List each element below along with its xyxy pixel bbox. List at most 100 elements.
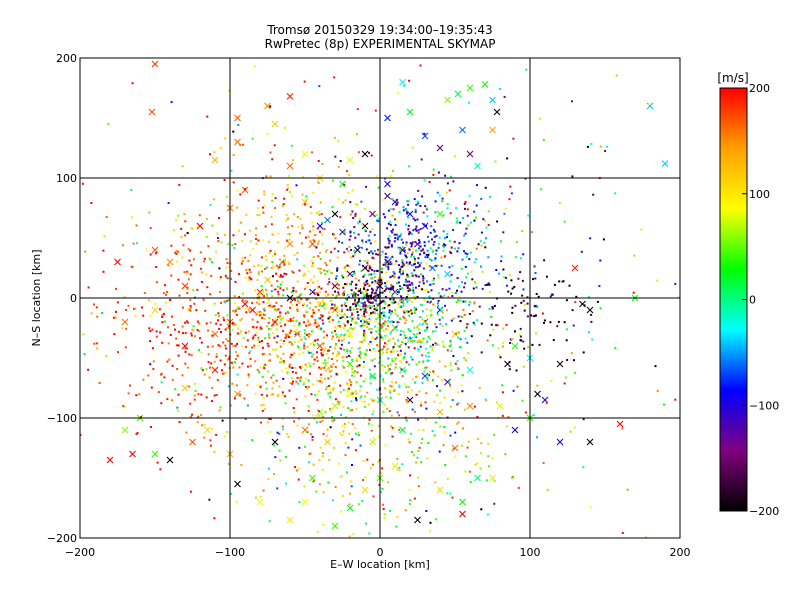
data-point bbox=[301, 224, 304, 227]
data-point bbox=[273, 144, 276, 147]
data-point bbox=[425, 510, 428, 512]
data-point bbox=[407, 346, 410, 349]
data-point bbox=[334, 290, 337, 293]
data-point bbox=[207, 361, 210, 363]
data-point bbox=[275, 328, 278, 331]
data-point bbox=[292, 289, 295, 292]
data-point bbox=[296, 252, 299, 254]
data-point bbox=[369, 319, 372, 322]
data-point bbox=[390, 331, 393, 333]
data-point bbox=[380, 327, 383, 329]
data-point bbox=[288, 389, 291, 392]
data-point bbox=[323, 269, 326, 272]
data-point bbox=[222, 316, 225, 319]
data-point bbox=[505, 323, 508, 326]
data-point bbox=[322, 322, 325, 325]
data-point bbox=[130, 216, 133, 219]
data-point bbox=[251, 137, 254, 140]
data-point bbox=[457, 247, 460, 250]
data-point bbox=[271, 275, 274, 278]
data-point bbox=[318, 213, 321, 216]
data-point bbox=[376, 219, 378, 222]
data-point bbox=[423, 244, 426, 247]
data-point bbox=[633, 254, 636, 257]
data-point bbox=[599, 259, 602, 262]
data-point bbox=[377, 333, 380, 336]
data-point bbox=[425, 308, 428, 311]
data-point bbox=[270, 267, 273, 269]
data-point bbox=[384, 315, 387, 318]
data-point bbox=[300, 338, 303, 341]
data-point bbox=[339, 216, 342, 219]
data-point bbox=[347, 382, 349, 385]
data-point bbox=[295, 320, 298, 323]
data-point bbox=[582, 466, 585, 469]
data-point bbox=[337, 324, 340, 327]
data-point bbox=[357, 222, 360, 225]
data-point bbox=[484, 284, 487, 287]
data-point bbox=[410, 300, 413, 303]
data-point bbox=[508, 368, 511, 371]
data-point bbox=[276, 241, 279, 244]
data-point bbox=[280, 262, 283, 265]
data-point bbox=[283, 246, 286, 249]
data-point bbox=[316, 360, 319, 362]
data-point bbox=[273, 307, 276, 309]
data-point bbox=[448, 287, 451, 290]
data-point bbox=[511, 306, 514, 309]
data-point bbox=[363, 336, 366, 339]
data-point bbox=[380, 399, 382, 402]
data-point bbox=[512, 389, 515, 392]
data-point bbox=[373, 293, 376, 296]
data-point bbox=[452, 317, 455, 320]
data-point bbox=[331, 303, 334, 306]
data-point bbox=[213, 302, 216, 305]
data-point bbox=[357, 279, 360, 282]
data-point bbox=[354, 303, 357, 306]
data-point bbox=[503, 212, 506, 215]
data-point bbox=[405, 361, 408, 364]
data-point bbox=[522, 299, 525, 302]
data-point bbox=[365, 240, 368, 243]
data-point bbox=[280, 318, 283, 321]
data-point bbox=[219, 406, 222, 409]
data-point bbox=[420, 316, 423, 318]
data-point bbox=[343, 230, 346, 233]
data-point bbox=[331, 337, 333, 340]
data-point bbox=[382, 311, 385, 314]
data-point bbox=[279, 283, 282, 286]
data-point bbox=[218, 315, 220, 318]
data-point bbox=[189, 415, 192, 418]
data-point bbox=[324, 273, 327, 275]
data-point bbox=[468, 101, 471, 104]
data-point bbox=[268, 317, 271, 320]
data-point bbox=[279, 321, 282, 324]
data-point bbox=[352, 293, 355, 296]
data-point bbox=[367, 343, 370, 346]
data-point bbox=[337, 287, 340, 290]
data-point bbox=[336, 269, 339, 272]
data-point bbox=[356, 108, 359, 111]
data-point bbox=[346, 348, 349, 351]
data-point bbox=[464, 470, 467, 473]
data-point bbox=[273, 250, 276, 253]
data-point bbox=[305, 197, 308, 199]
data-point bbox=[378, 329, 381, 332]
data-point bbox=[413, 262, 416, 265]
data-point bbox=[191, 227, 194, 230]
data-point bbox=[446, 233, 449, 235]
data-point bbox=[524, 411, 527, 414]
data-point bbox=[381, 338, 384, 341]
data-point bbox=[441, 311, 444, 314]
data-point bbox=[389, 298, 392, 301]
data-point bbox=[298, 353, 301, 355]
data-point bbox=[393, 426, 396, 429]
data-point bbox=[211, 386, 214, 389]
data-point bbox=[410, 282, 413, 284]
data-point bbox=[282, 394, 285, 397]
data-point bbox=[408, 261, 411, 264]
data-point bbox=[411, 274, 414, 277]
data-point bbox=[602, 238, 605, 241]
data-point bbox=[312, 281, 315, 284]
data-point bbox=[451, 295, 454, 298]
